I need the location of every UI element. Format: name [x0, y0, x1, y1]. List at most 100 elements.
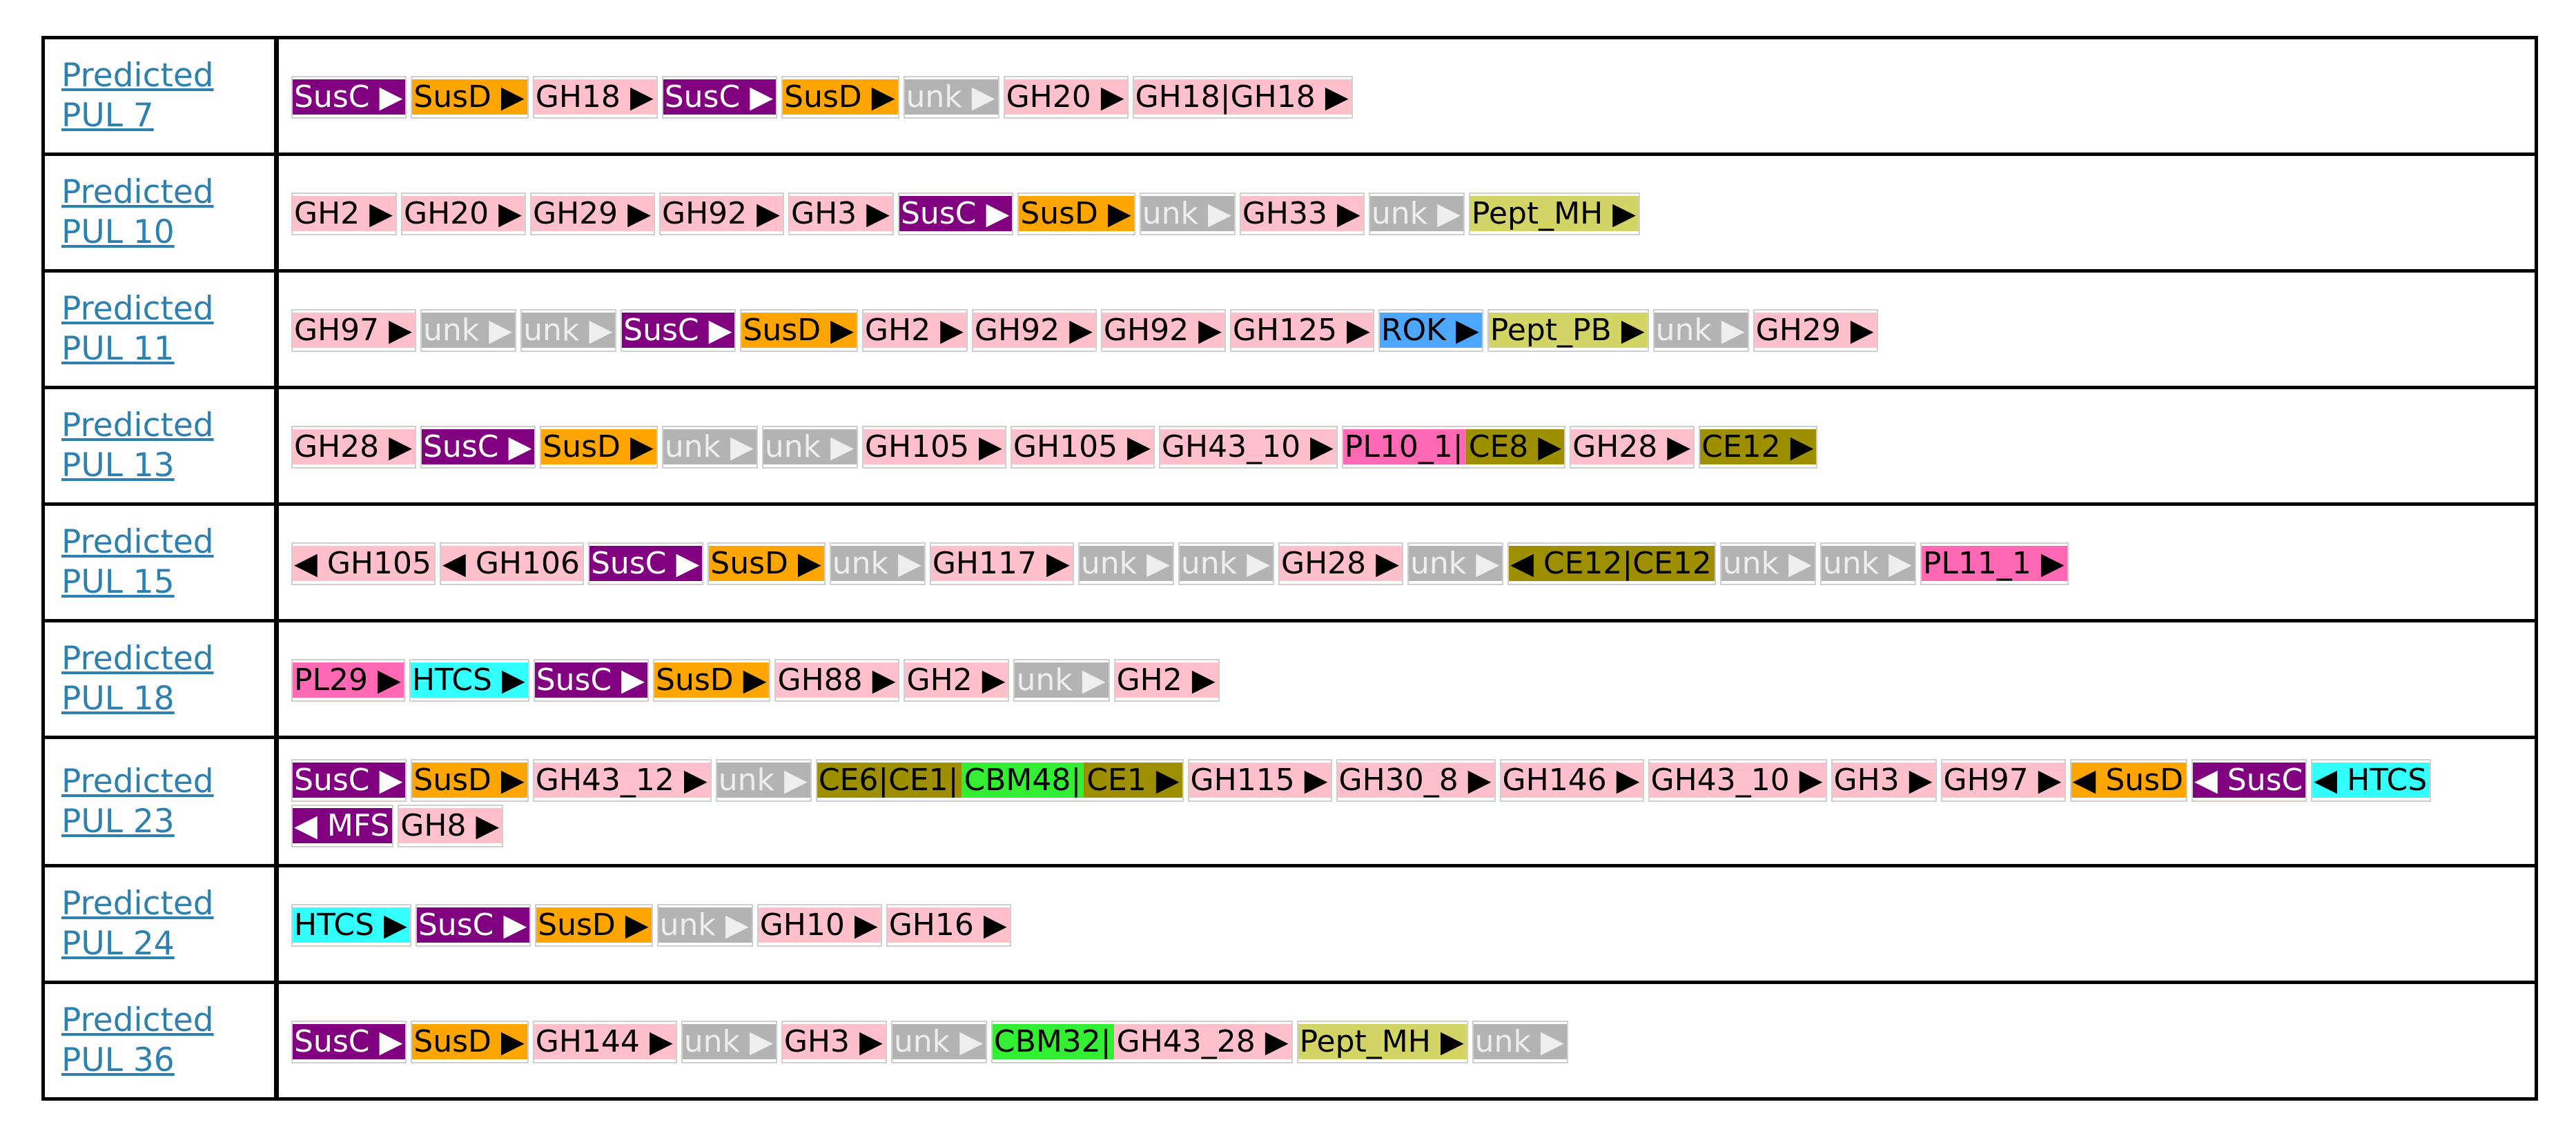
gene-label: SusD ▶: [412, 762, 527, 798]
gene-label: GH18 ▶: [534, 79, 656, 115]
pul-row: Predicted PUL 10 GH2 ▶ GH20 ▶ GH29 ▶ GH92 ▶ G…: [41, 153, 2538, 273]
gene-box: GH2 ▶: [861, 309, 968, 352]
gene-label: GH3 ▶: [1832, 762, 1935, 798]
gene-label: PL11_1 ▶: [1921, 546, 2067, 581]
pul-link[interactable]: Predicted PUL 18: [61, 640, 214, 718]
gene-cell: GH28 ▶ SusC ▶ SusD ▶ unk ▶ unk ▶ GH105 ▶ GH105…: [275, 386, 2538, 506]
pul-label-cell: Predicted PUL 18: [41, 619, 279, 739]
gene-box: unk ▶: [681, 1021, 777, 1063]
gene-label: GH105 ▶: [1011, 429, 1153, 464]
pul-rows: Predicted PUL 7 SusC ▶ SusD ▶ GH18 ▶ SusC ▶ S…: [41, 36, 2538, 1101]
pul-row: Predicted PUL 18 PL29 ▶ HTCS ▶ SusC ▶ SusD ▶…: [41, 619, 2538, 739]
gene-label: SusD ▶: [709, 546, 824, 581]
gene-box: unk ▶: [656, 904, 753, 947]
gene-cell: HTCS ▶ SusC ▶ SusD ▶ unk ▶ GH10 ▶ GH16 ▶: [275, 864, 2538, 984]
gene-label: GH30_8 ▶: [1337, 762, 1494, 798]
pul-link[interactable]: Predicted PUL 36: [61, 1001, 214, 1079]
gene-box: SusD ▶: [411, 76, 529, 119]
gene-label: GH2 ▶: [863, 313, 966, 348]
gene-label: GH16 ▶: [887, 907, 1010, 943]
gene-label: SusC ▶: [293, 1024, 406, 1059]
gene-box: Pept_MH ▶: [1468, 193, 1640, 235]
gene-label: SusD ▶: [1019, 196, 1134, 231]
gene-box: GH146 ▶: [1499, 758, 1644, 802]
gene-label: Pept_MH ▶: [1298, 1024, 1467, 1059]
gene-label: unk ▶: [892, 1024, 986, 1059]
gene-box: GH10 ▶: [757, 904, 882, 947]
gene-box: SusC ▶: [898, 193, 1014, 235]
gene-label: SusC ▶: [293, 762, 406, 798]
gene-label: SusC ▶: [416, 907, 530, 943]
pul-link[interactable]: Predicted PUL 13: [61, 406, 214, 484]
gene-label: ◀ SusC: [2192, 762, 2306, 798]
gene-label: SusD ▶: [654, 662, 770, 698]
gene-label: GH144 ▶: [534, 1024, 676, 1059]
gene-box: ◀ GH106: [440, 542, 584, 585]
gene-box: SusD ▶: [740, 309, 858, 352]
gene-box: Pept_MH ▶: [1296, 1021, 1468, 1063]
gene-label: CBM48|: [961, 762, 1084, 798]
gene-label: unk ▶: [1140, 196, 1234, 231]
gene-cell: GH97 ▶ unk ▶ unk ▶ SusC ▶ SusD ▶ GH2 ▶ GH92 ▶ G…: [275, 269, 2538, 389]
pul-link[interactable]: Predicted PUL 11: [61, 290, 214, 368]
gene-box: SusD ▶: [653, 659, 771, 702]
gene-box: CBM32| GH43_28 ▶: [991, 1021, 1293, 1063]
gene-box: Pept_PB ▶: [1487, 309, 1649, 352]
pul-row: Predicted PUL 13 GH28 ▶ SusC ▶ SusD ▶ unk ▶ u…: [41, 386, 2538, 506]
gene-box: GH33 ▶: [1239, 193, 1365, 235]
gene-box: unk ▶: [1139, 193, 1236, 235]
gene-box: GH18|GH18 ▶: [1132, 76, 1353, 119]
pul-link[interactable]: Predicted PUL 24: [61, 885, 214, 963]
gene-label: GH146 ▶: [1501, 762, 1643, 798]
gene-label: GH43_12 ▶: [534, 762, 710, 798]
pul-label-cell: Predicted PUL 23: [41, 736, 279, 867]
pul-link[interactable]: Predicted PUL 15: [61, 523, 214, 601]
gene-label: unk ▶: [658, 907, 752, 943]
gene-box: GH105 ▶: [1010, 426, 1155, 469]
gene-box: GH115 ▶: [1187, 758, 1332, 802]
gene-box: GH88 ▶: [774, 659, 900, 702]
gene-box: SusC ▶: [291, 76, 407, 119]
gene-label: unk ▶: [522, 313, 616, 348]
gene-label: GH29 ▶: [531, 196, 654, 231]
pul-link[interactable]: Predicted PUL 7: [61, 57, 214, 135]
gene-label: unk ▶: [663, 429, 757, 464]
gene-box: SusD ▶: [535, 904, 653, 947]
pul-label-cell: Predicted PUL 13: [41, 386, 279, 506]
gene-label: unk ▶: [830, 546, 924, 581]
gene-box: GH97 ▶: [1940, 758, 2066, 802]
gene-box: ◀ SusC: [2191, 758, 2307, 802]
gene-label: CE8 ▶: [1465, 429, 1565, 464]
gene-label: ◀ CE12|CE12: [1509, 546, 1715, 581]
gene-label: HTCS ▶: [293, 907, 410, 943]
gene-box: PL10_1| CE8 ▶: [1341, 426, 1566, 469]
pul-label-cell: Predicted PUL 10: [41, 153, 279, 273]
pul-link[interactable]: Predicted PUL 23: [61, 762, 214, 841]
gene-label: GH2 ▶: [905, 662, 1008, 698]
pul-label-cell: Predicted PUL 7: [41, 36, 279, 156]
gene-label: GH20 ▶: [402, 196, 525, 231]
gene-box: CE12 ▶: [1699, 426, 1818, 469]
gene-box: unk ▶: [890, 1021, 987, 1063]
gene-box: SusD ▶: [540, 426, 658, 469]
gene-label: SusC ▶: [622, 313, 735, 348]
gene-box: SusC ▶: [588, 542, 704, 585]
gene-box: GH20 ▶: [401, 193, 526, 235]
pul-row: Predicted PUL 7 SusC ▶ SusD ▶ GH18 ▶ SusC ▶ S…: [41, 36, 2538, 156]
gene-label: unk ▶: [1015, 662, 1109, 698]
gene-label: GH28 ▶: [1571, 429, 1694, 464]
pul-label-cell: Predicted PUL 36: [41, 981, 279, 1101]
gene-label: unk ▶: [1179, 546, 1273, 581]
gene-label: SusC ▶: [422, 429, 535, 464]
gene-label: SusD ▶: [536, 907, 652, 943]
gene-box: GH117 ▶: [929, 542, 1074, 585]
gene-label: unk ▶: [904, 79, 998, 115]
pul-link[interactable]: Predicted PUL 10: [61, 173, 214, 251]
gene-label: GH8 ▶: [399, 807, 502, 843]
gene-box: GH92 ▶: [1100, 309, 1226, 352]
gene-box: HTCS ▶: [291, 904, 411, 947]
gene-label: GH125 ▶: [1231, 313, 1373, 348]
gene-box: GH92 ▶: [971, 309, 1097, 352]
gene-box: unk ▶: [1719, 542, 1816, 585]
